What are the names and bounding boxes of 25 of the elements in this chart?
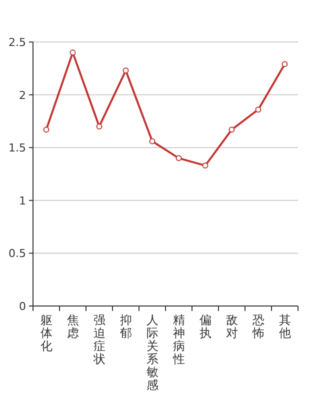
point bbox=[202, 162, 208, 169]
x-tick-label: 人际关系敏感 bbox=[146, 313, 158, 392]
x-tick-label: 焦虑 bbox=[66, 313, 79, 340]
y-tick-label: 1.5 bbox=[8, 142, 26, 155]
x-tick-label: 抑郁 bbox=[120, 313, 132, 340]
point bbox=[228, 126, 235, 133]
x-tick-label: 偏执 bbox=[199, 313, 212, 340]
point bbox=[96, 123, 102, 130]
y-tick-label: 0 bbox=[19, 300, 26, 313]
y-tick-label: 0.5 bbox=[8, 247, 26, 260]
y-tick-label: 1 bbox=[19, 194, 26, 208]
y-tick-label: 2.5 bbox=[8, 36, 26, 49]
x-tick-label: 恐怖 bbox=[251, 313, 264, 340]
point bbox=[122, 68, 129, 74]
point bbox=[176, 155, 182, 162]
x-tick-label: 其他 bbox=[278, 313, 291, 340]
point bbox=[149, 138, 156, 144]
x-tick-label: 精神病性 bbox=[172, 313, 185, 366]
point bbox=[282, 61, 288, 68]
y-tick-label: 2 bbox=[19, 88, 26, 102]
x-tick-label: 敌对 bbox=[226, 313, 238, 340]
point bbox=[43, 126, 50, 133]
x-tick-label: 躯体化 bbox=[40, 313, 52, 353]
x-tick-label: 强迫症状 bbox=[92, 313, 106, 366]
point bbox=[255, 106, 262, 113]
